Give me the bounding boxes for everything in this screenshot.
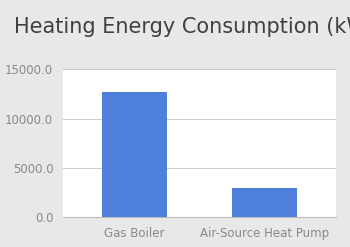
Bar — [102, 92, 167, 217]
Text: Heating Energy Consumption (kWh): Heating Energy Consumption (kWh) — [14, 17, 350, 37]
Y-axis label: kWh: kWh — [0, 130, 1, 156]
Bar — [232, 188, 297, 217]
